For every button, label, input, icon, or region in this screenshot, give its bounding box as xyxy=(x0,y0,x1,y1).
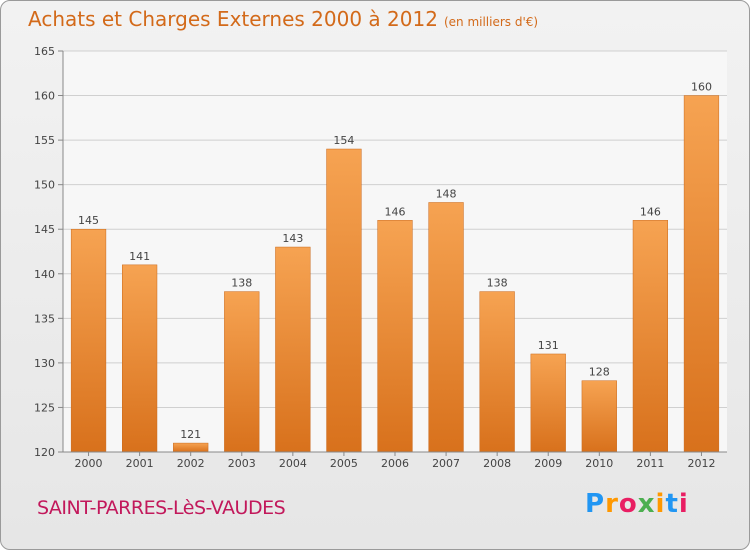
y-tick-label: 125 xyxy=(34,401,55,414)
data-label: 146 xyxy=(640,205,661,218)
y-tick-label: 160 xyxy=(34,90,55,103)
data-label: 138 xyxy=(231,277,252,290)
x-tick-label: 2012 xyxy=(687,457,715,470)
logo-letter: r xyxy=(605,489,619,519)
chart-title: Achats et Charges Externes 2000 à 2012 (e… xyxy=(28,7,538,31)
y-tick-label: 140 xyxy=(34,268,55,281)
y-tick-label: 120 xyxy=(34,446,55,459)
bar xyxy=(70,228,107,453)
y-tick-label: 165 xyxy=(34,45,55,58)
data-label: 148 xyxy=(436,187,457,200)
x-axis: 2000 2001 2002 2003 2004 2005 2006 2007 2008 2009… xyxy=(63,451,727,470)
data-label: 160 xyxy=(691,81,712,94)
y-tick-label: 145 xyxy=(34,223,55,236)
proxiti-logo: Proxiti xyxy=(585,489,689,519)
y-tick-label: 150 xyxy=(34,179,55,192)
x-tick-label: 2005 xyxy=(330,457,358,470)
bar xyxy=(479,291,515,453)
y-tick-label: 155 xyxy=(34,134,55,147)
logo-letter: o xyxy=(618,489,638,519)
x-tick-label: 2010 xyxy=(585,457,613,470)
x-tick-label: 2009 xyxy=(534,457,562,470)
x-tick-label: 2000 xyxy=(75,457,103,470)
data-label: 121 xyxy=(180,428,201,441)
y-tick-label: 135 xyxy=(34,312,55,325)
bar xyxy=(632,220,669,453)
logo-letter: x xyxy=(637,489,656,519)
data-label: 141 xyxy=(129,250,150,263)
bar xyxy=(121,264,158,453)
x-tick-label: 2006 xyxy=(381,457,409,470)
logo-letter: P xyxy=(585,489,606,519)
x-tick-label: 2008 xyxy=(483,457,511,470)
data-label: 128 xyxy=(589,366,610,379)
data-label: 154 xyxy=(333,134,354,147)
logo-letter: i xyxy=(678,489,689,519)
data-label: 143 xyxy=(282,232,303,245)
x-tick-label: 2007 xyxy=(432,457,460,470)
bar xyxy=(377,220,413,453)
data-label: 138 xyxy=(487,277,508,290)
chart-title-text: Achats et Charges Externes 2000 à 2012 xyxy=(28,7,438,31)
data-label: 145 xyxy=(78,214,99,227)
chart-subtitle: (en milliers d'€) xyxy=(443,15,539,29)
bar xyxy=(581,380,617,453)
x-tick-label: 2003 xyxy=(228,457,256,470)
bars: 145 141 121 138 143 154 146 148 138 131 128 146 160 xyxy=(70,81,720,453)
logo-letter: t xyxy=(665,489,679,519)
place-name: SAINT-PARRES-LèS-VAUDES xyxy=(37,497,286,519)
x-tick-label: 2001 xyxy=(126,457,154,470)
logo-letter: i xyxy=(655,489,666,519)
y-tick-label: 130 xyxy=(34,357,55,370)
bar xyxy=(224,291,260,453)
bar xyxy=(173,442,209,453)
data-label: 131 xyxy=(538,339,559,352)
x-tick-label: 2004 xyxy=(279,457,307,470)
bar xyxy=(683,95,720,453)
bar xyxy=(326,148,362,453)
x-tick-label: 2011 xyxy=(636,457,664,470)
bar xyxy=(275,246,311,453)
x-tick-label: 2002 xyxy=(177,457,205,470)
y-axis: 120 125 130 135 140 145 150 155 160 165 xyxy=(34,45,64,459)
data-label: 146 xyxy=(385,205,406,218)
bar xyxy=(428,202,464,453)
bar xyxy=(530,353,566,453)
